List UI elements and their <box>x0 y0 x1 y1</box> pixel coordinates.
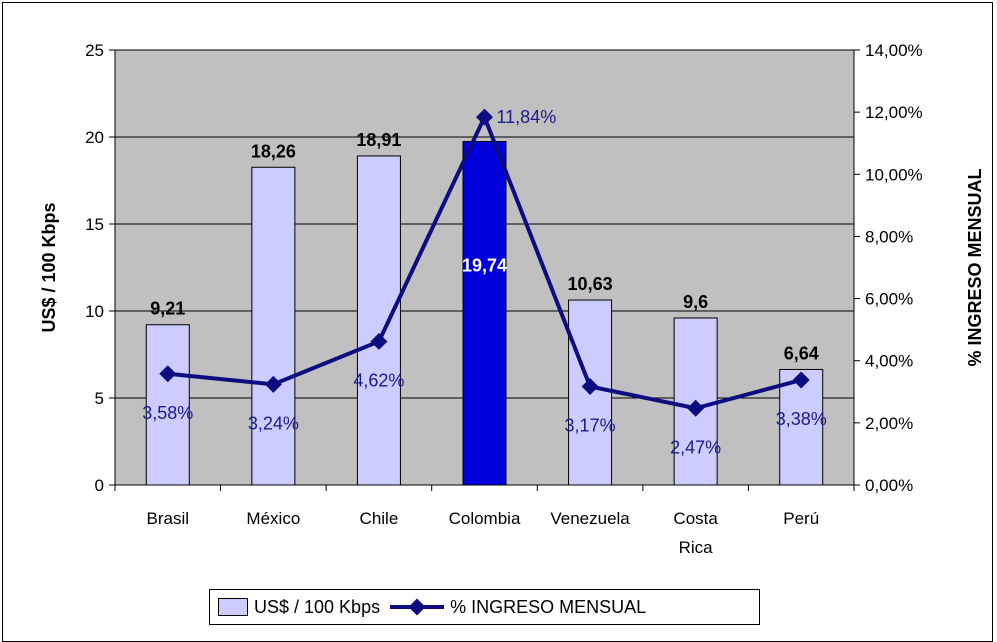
x-tick-label: Brasil <box>147 509 190 528</box>
x-tick-label: Chile <box>360 509 399 528</box>
legend-bar-label: US$ / 100 Kbps <box>254 596 381 617</box>
line-marker <box>159 365 177 383</box>
combo-chart: 0 5 10 15 20 25 0,00% 2,00% 4,00% 6,00% 8,00% 10,00… <box>39 41 985 557</box>
y2-axis-title: % INGRESO MENSUAL <box>965 168 985 366</box>
left-tick-label: 15 <box>85 215 104 234</box>
x-tick-label: México <box>246 509 300 528</box>
right-tick-label: 10,00% <box>865 165 923 184</box>
legend-line-label: % INGRESO MENSUAL <box>450 596 647 617</box>
line-data-label: 11,84% <box>497 107 557 127</box>
bar <box>251 166 296 486</box>
legend-item-line: % INGRESO MENSUAL <box>386 597 646 618</box>
legend-line-swatch <box>390 598 445 616</box>
right-tick-label: 2,00% <box>865 414 913 433</box>
bar <box>145 324 190 486</box>
y-axis-title: US$ / 100 Kbps <box>39 202 59 332</box>
line-data-label: 3,24% <box>248 413 299 433</box>
line-data-label: 3,58% <box>142 403 193 423</box>
bar-data-label: 10,63 <box>568 274 613 294</box>
x-tick-label: Perú <box>783 509 819 528</box>
bar <box>779 368 824 486</box>
bar-data-label: 9,21 <box>150 299 185 319</box>
bar <box>356 155 401 486</box>
right-tick-label: 6,00% <box>865 290 913 309</box>
left-tick-label: 25 <box>85 41 104 60</box>
right-tick-label: 0,00% <box>865 476 913 495</box>
x-tick-label: Costa <box>673 509 718 528</box>
left-tick-label: 10 <box>85 302 104 321</box>
line-marker <box>581 378 599 395</box>
line-marker <box>687 399 705 417</box>
legend-bar-swatch <box>218 598 248 616</box>
legend: US$ / 100 Kbps % INGRESO MENSUAL <box>209 589 760 625</box>
bar-data-label: 6,64 <box>784 343 819 363</box>
x-tick-label: Rica <box>679 538 714 557</box>
line-marker <box>792 371 810 389</box>
bar-data-label: 9,6 <box>683 292 708 312</box>
left-tick-label: 0 <box>95 476 104 495</box>
right-tick-label: 8,00% <box>865 227 913 246</box>
right-tick-label: 12,00% <box>865 103 923 122</box>
bar-data-label: 18,91 <box>356 130 401 150</box>
line-data-label: 3,17% <box>565 416 616 436</box>
x-tick-label: Colombia <box>449 509 521 528</box>
x-tick-label: Venezuela <box>550 509 630 528</box>
bar-data-label: 19,74 <box>462 256 507 276</box>
line-data-label: 3,38% <box>776 409 827 429</box>
legend-item-bar: US$ / 100 Kbps <box>210 597 380 618</box>
bar <box>462 141 507 486</box>
right-tick-label: 14,00% <box>865 41 923 60</box>
line-marker <box>476 108 493 126</box>
line-data-label: 2,47% <box>670 437 721 457</box>
right-tick-label: 4,00% <box>865 352 913 371</box>
left-tick-label: 5 <box>95 389 104 408</box>
line-marker <box>370 332 388 350</box>
bar-data-label: 18,26 <box>251 141 296 161</box>
line-data-label: 4,62% <box>353 370 404 390</box>
left-tick-label: 20 <box>85 128 104 147</box>
line-marker <box>264 375 282 393</box>
